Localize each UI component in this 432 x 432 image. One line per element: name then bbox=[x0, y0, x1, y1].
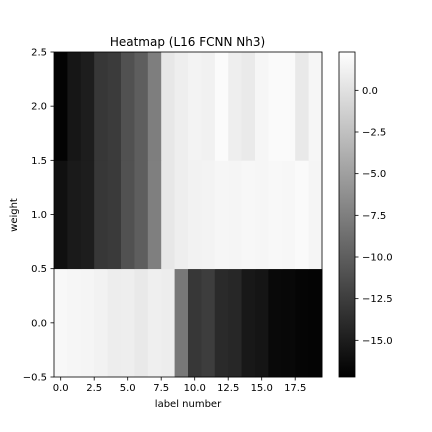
heatmap-cell bbox=[175, 269, 189, 378]
heatmap-cell bbox=[134, 160, 148, 269]
heatmap-cell bbox=[309, 269, 323, 378]
heatmap-cell bbox=[134, 52, 148, 161]
heatmap-cell bbox=[94, 160, 108, 269]
heatmap-cell bbox=[215, 52, 229, 161]
x-axis-ticks: 0.0 2.5 5.0 7.5 10.0 12.5 15.0 17.5 bbox=[53, 377, 307, 394]
y-tick-label: 2.0 bbox=[31, 102, 47, 113]
x-tick-label: 12.5 bbox=[217, 383, 239, 394]
heatmap-cell bbox=[201, 269, 215, 378]
heatmap-cell bbox=[121, 160, 135, 269]
heatmap-cell bbox=[81, 269, 95, 378]
heatmap-cell bbox=[201, 52, 215, 161]
heatmap-cell bbox=[255, 52, 269, 161]
x-tick-label: 15.0 bbox=[251, 383, 273, 394]
heatmap-cell bbox=[94, 52, 108, 161]
x-tick-label: 17.5 bbox=[284, 383, 306, 394]
y-tick-label: −0.5 bbox=[23, 373, 47, 384]
y-tick-label: 2.5 bbox=[31, 48, 47, 59]
heatmap-cell bbox=[188, 269, 202, 378]
y-axis-ticks: −0.5 0.0 0.5 1.0 1.5 2.0 2.5 bbox=[23, 48, 54, 384]
heatmap-cell bbox=[81, 160, 95, 269]
colorbar-tick-label: −2.5 bbox=[362, 128, 386, 139]
heatmap-cell bbox=[67, 52, 81, 161]
heatmap-cell bbox=[242, 269, 256, 378]
colorbar-ticks: 0.0 −2.5 −5.0 −7.5 −10.0 −12.5 −15.0 bbox=[355, 86, 393, 347]
heatmap-cell bbox=[175, 160, 189, 269]
colorbar-tick-label: −15.0 bbox=[362, 336, 393, 347]
colorbar-tick-label: 0.0 bbox=[362, 86, 378, 97]
colorbar-tick-label: −12.5 bbox=[362, 294, 393, 305]
heatmap-cell bbox=[108, 52, 122, 161]
heatmap-cells bbox=[54, 52, 322, 377]
colorbar bbox=[339, 52, 355, 377]
heatmap-cell bbox=[201, 160, 215, 269]
heatmap-cell bbox=[242, 160, 256, 269]
heatmap-cell bbox=[228, 52, 242, 161]
heatmap-cell bbox=[228, 269, 242, 378]
heatmap-cell bbox=[67, 269, 81, 378]
heatmap-cell bbox=[81, 52, 95, 161]
heatmap-cell bbox=[161, 269, 175, 378]
heatmap-cell bbox=[148, 52, 162, 161]
heatmap-cell bbox=[67, 160, 81, 269]
heatmap-cell bbox=[215, 269, 229, 378]
heatmap-cell bbox=[282, 269, 296, 378]
heatmap-cell bbox=[188, 52, 202, 161]
heatmap-cell bbox=[54, 160, 68, 269]
colorbar-tick-label: −7.5 bbox=[362, 211, 386, 222]
heatmap-cell bbox=[161, 160, 175, 269]
chart-title: Heatmap (L16 FCNN Nh3) bbox=[110, 35, 265, 49]
y-axis-label: weight bbox=[9, 198, 20, 232]
y-tick-label: 1.5 bbox=[31, 156, 47, 167]
heatmap-cell bbox=[282, 160, 296, 269]
heatmap-cell bbox=[282, 52, 296, 161]
heatmap-cell bbox=[295, 52, 309, 161]
heatmap-cell bbox=[94, 269, 108, 378]
x-tick-label: 10.0 bbox=[184, 383, 206, 394]
x-tick-label: 0.0 bbox=[53, 383, 69, 394]
heatmap-cell bbox=[175, 52, 189, 161]
heatmap-cell bbox=[268, 160, 282, 269]
heatmap-cell bbox=[121, 52, 135, 161]
y-tick-label: 0.5 bbox=[31, 264, 47, 275]
y-tick-label: 0.0 bbox=[31, 318, 47, 329]
heatmap-cell bbox=[215, 160, 229, 269]
heatmap-cell bbox=[242, 52, 256, 161]
heatmap-cell bbox=[108, 269, 122, 378]
heatmap-cell bbox=[54, 269, 68, 378]
heatmap-cell bbox=[148, 160, 162, 269]
y-tick-label: 1.0 bbox=[31, 210, 47, 221]
heatmap-cell bbox=[108, 160, 122, 269]
x-tick-label: 2.5 bbox=[86, 383, 102, 394]
heatmap-cell bbox=[255, 160, 269, 269]
heatmap-cell bbox=[121, 269, 135, 378]
heatmap-cell bbox=[268, 52, 282, 161]
heatmap-cell bbox=[148, 269, 162, 378]
x-axis-label: label number bbox=[155, 399, 222, 410]
colorbar-tick-label: −10.0 bbox=[362, 253, 393, 264]
heatmap-cell bbox=[268, 269, 282, 378]
heatmap-cell bbox=[54, 52, 68, 161]
colorbar-tick-label: −5.0 bbox=[362, 169, 386, 180]
x-tick-label: 5.0 bbox=[120, 383, 136, 394]
heatmap-cell bbox=[228, 160, 242, 269]
heatmap-cell bbox=[309, 52, 323, 161]
x-tick-label: 7.5 bbox=[153, 383, 169, 394]
heatmap-cell bbox=[295, 269, 309, 378]
heatmap-cell bbox=[161, 52, 175, 161]
heatmap-cell bbox=[255, 269, 269, 378]
heatmap-cell bbox=[134, 269, 148, 378]
heatmap-cell bbox=[309, 160, 323, 269]
heatmap-cell bbox=[188, 160, 202, 269]
heatmap-cell bbox=[295, 160, 309, 269]
